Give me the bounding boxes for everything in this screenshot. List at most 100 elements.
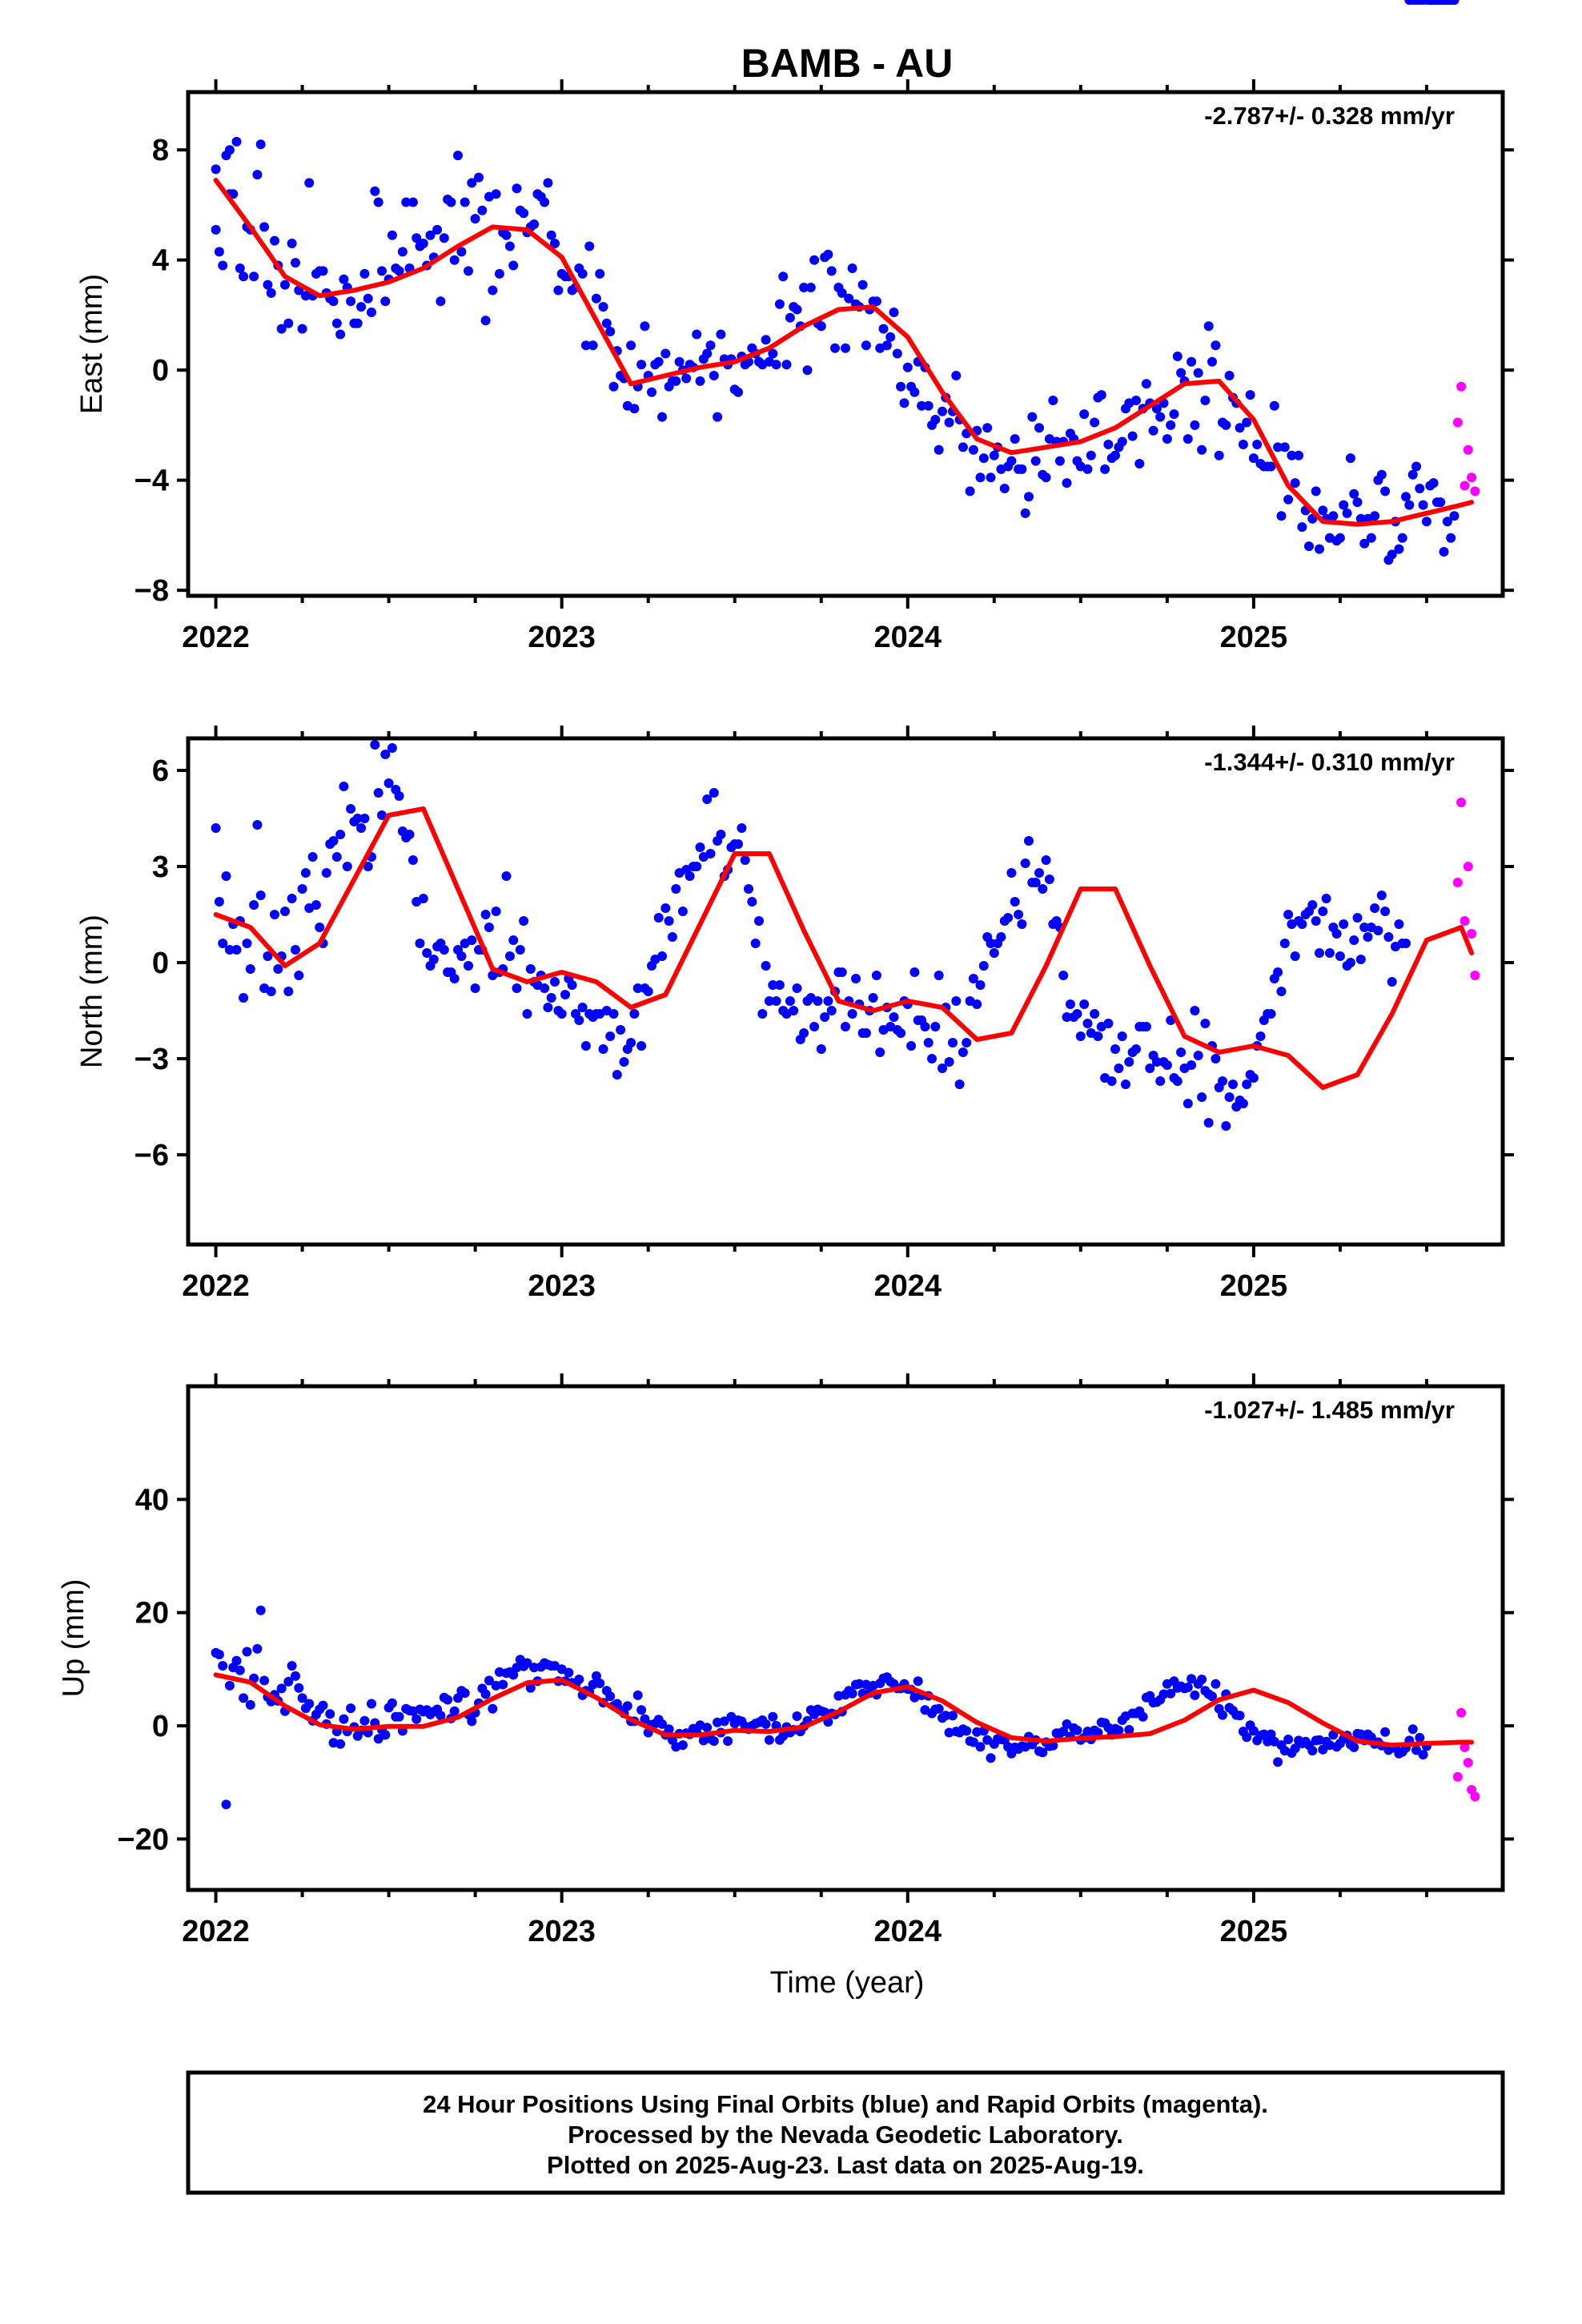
up-final-point xyxy=(702,1723,713,1733)
up-final-point xyxy=(1283,1735,1294,1744)
north-y-tick-label: 3 xyxy=(152,850,169,884)
north-final-point xyxy=(484,923,494,932)
up-final-point xyxy=(595,1679,605,1688)
east-final-point xyxy=(938,406,947,416)
north-y-tick-label: 6 xyxy=(152,754,169,788)
east-model-curve xyxy=(213,178,1475,527)
up-final-point xyxy=(941,1711,951,1721)
north-final-point xyxy=(1311,916,1321,926)
north-final-point xyxy=(1279,939,1290,948)
up-final-point xyxy=(252,1643,263,1654)
north-final-point xyxy=(1349,935,1359,945)
up-final-point xyxy=(259,1675,270,1686)
up-final-point xyxy=(1242,1732,1252,1743)
north-final-point xyxy=(363,862,373,871)
east-final-point xyxy=(460,197,470,207)
east-final-point xyxy=(1380,486,1391,497)
north-final-point xyxy=(789,1006,799,1015)
north-final-point xyxy=(920,1022,930,1031)
east-final-point xyxy=(1211,340,1221,351)
up-final-point xyxy=(359,1715,370,1726)
east-final-point xyxy=(934,444,944,455)
up-final-point xyxy=(1158,1689,1169,1699)
north-final-point xyxy=(297,884,307,894)
footer-frame xyxy=(186,2070,1505,2195)
east-final-point xyxy=(1048,396,1058,405)
east-final-point xyxy=(1238,440,1248,449)
east-final-point xyxy=(785,312,795,323)
north-panel: −6 −3 0 3 6 2022 2023 2024 2025 North (mm) -1.344+… xyxy=(75,0,1514,1303)
north-rapid-point xyxy=(1470,971,1480,980)
east-final-point xyxy=(930,415,941,424)
east-final-point xyxy=(1054,456,1065,466)
north-final-point xyxy=(1072,1009,1082,1019)
east-final-point xyxy=(917,400,927,411)
east-final-point xyxy=(881,340,892,351)
up-final-point xyxy=(1307,1746,1318,1756)
north-final-point xyxy=(370,740,380,750)
east-final-point xyxy=(629,404,640,414)
north-final-point xyxy=(1155,1076,1166,1086)
east-final-point xyxy=(239,271,249,282)
east-final-point xyxy=(657,412,667,422)
east-x-tick-label: 2023 xyxy=(528,621,596,654)
east-final-point xyxy=(1442,517,1452,527)
east-final-point xyxy=(367,308,376,317)
footer-line-1: 24 Hour Positions Using Final Orbits (bl… xyxy=(423,2090,1268,2118)
east-final-point xyxy=(408,197,418,207)
east-final-point xyxy=(958,442,968,452)
north-final-point xyxy=(909,967,920,977)
east-final-point xyxy=(709,371,719,380)
up-model-curve xyxy=(213,1672,1475,1748)
north-final-point xyxy=(464,961,473,971)
north-final-point xyxy=(1255,1031,1266,1041)
up-final-point xyxy=(276,1683,287,1694)
north-final-point xyxy=(1093,1031,1103,1041)
east-final-point xyxy=(1221,420,1231,430)
up-final-point xyxy=(723,1736,733,1747)
north-final-point xyxy=(989,948,999,958)
up-final-point xyxy=(1038,1747,1048,1758)
north-final-point xyxy=(761,961,771,971)
north-final-point xyxy=(1030,878,1041,887)
east-x-tick-label: 2025 xyxy=(1220,621,1288,654)
north-final-point xyxy=(1172,1076,1182,1086)
north-final-point xyxy=(1141,1022,1151,1031)
up-final-point xyxy=(975,1742,986,1752)
north-final-point xyxy=(331,852,342,862)
east-final-point xyxy=(1034,423,1044,433)
north-rapid-points xyxy=(1452,798,1480,980)
east-final-point xyxy=(1446,533,1456,543)
north-final-point xyxy=(768,980,778,990)
east-final-point xyxy=(968,444,978,455)
east-final-point xyxy=(982,423,993,433)
north-final-point xyxy=(847,1009,857,1019)
east-final-point xyxy=(761,335,771,345)
north-final-point xyxy=(339,782,349,791)
up-final-point xyxy=(1411,1745,1421,1755)
up-final-point xyxy=(283,1676,294,1687)
up-final-point xyxy=(913,1676,923,1687)
east-final-point xyxy=(214,247,224,257)
north-final-point xyxy=(321,868,331,878)
north-final-point xyxy=(356,823,367,833)
footer-line-3: Plotted on 2025-Aug-23. Last data on 202… xyxy=(547,2151,1144,2179)
up-final-point xyxy=(508,1670,519,1680)
east-final-point xyxy=(1370,511,1380,521)
up-final-point xyxy=(231,1655,242,1666)
up-final-point xyxy=(1186,1674,1197,1684)
north-final-point xyxy=(972,999,982,1009)
up-final-point xyxy=(525,1683,536,1693)
north-final-point xyxy=(626,1038,636,1047)
up-rapid-points xyxy=(1452,1707,1480,1802)
north-final-point xyxy=(508,935,519,945)
north-final-point xyxy=(695,842,705,852)
east-final-point xyxy=(1366,533,1376,543)
east-final-point xyxy=(681,373,692,384)
east-final-point xyxy=(1387,549,1397,560)
north-final-point xyxy=(1203,1118,1214,1128)
east-final-point xyxy=(550,239,560,248)
up-plot-frame xyxy=(186,1384,1505,1892)
north-final-point xyxy=(519,916,529,926)
